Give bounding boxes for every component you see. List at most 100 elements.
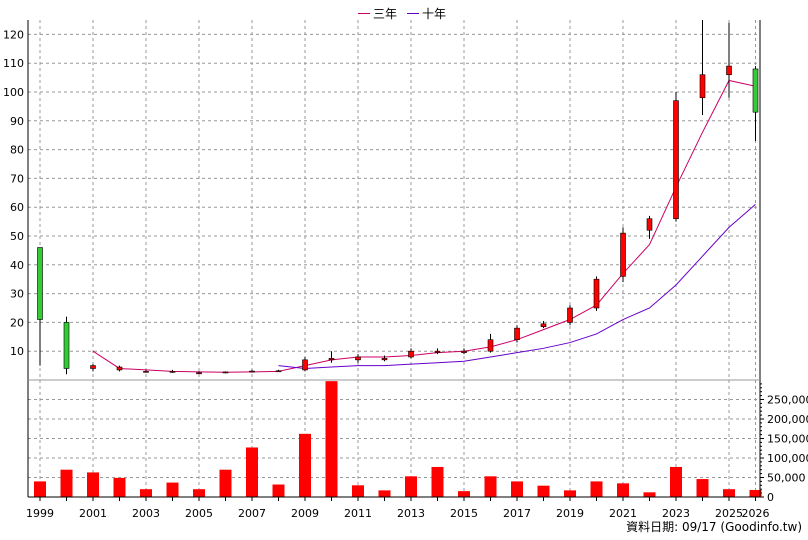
price-tick-label: 100 bbox=[3, 86, 24, 99]
volume-tick-label: 150,000 bbox=[767, 433, 808, 446]
volume-tick-label: 250,000 bbox=[767, 394, 808, 407]
candle-body bbox=[63, 322, 70, 369]
volume-bar bbox=[696, 479, 709, 497]
volume-bar bbox=[193, 489, 205, 497]
year-tick-label: 2011 bbox=[344, 507, 372, 520]
candle-body bbox=[408, 350, 414, 358]
volume-bar bbox=[749, 489, 762, 497]
volume-bar bbox=[511, 481, 523, 497]
candle-body bbox=[514, 327, 520, 340]
candle-body bbox=[567, 307, 573, 323]
volume-bar bbox=[299, 433, 311, 497]
candle-body bbox=[90, 365, 96, 369]
volume-bar bbox=[378, 490, 391, 497]
candle-body bbox=[169, 371, 176, 373]
year-tick-label: 2021 bbox=[609, 507, 637, 520]
year-tick-label: 2019 bbox=[556, 507, 584, 520]
volume-tick-label: 50,000 bbox=[767, 472, 806, 485]
price-tick-label: 120 bbox=[3, 28, 24, 41]
candle-body bbox=[116, 366, 123, 371]
candle-body bbox=[752, 68, 759, 113]
volume-bar bbox=[166, 482, 179, 497]
price-tick-label: 110 bbox=[3, 57, 24, 70]
volume-bars bbox=[34, 381, 762, 497]
candle-body bbox=[699, 74, 706, 99]
grid-lines bbox=[28, 20, 760, 498]
price-tick-label: 40 bbox=[10, 259, 24, 272]
legend-three-year-label: 三年 bbox=[373, 7, 398, 21]
price-tick-label: 70 bbox=[10, 172, 24, 185]
volume-bar bbox=[352, 485, 364, 497]
volume-tick-label: 200,000 bbox=[767, 413, 808, 426]
x-axis: 1999 2001 2003 2005 2007 2009 2011 2013 2015 2017… bbox=[26, 497, 770, 520]
year-tick-label: 2001 bbox=[79, 507, 107, 520]
year-tick-label: 2026 bbox=[742, 507, 770, 520]
price-tick-label: 30 bbox=[10, 288, 24, 301]
volume-bar bbox=[537, 485, 550, 497]
volume-tick-label: 100,000 bbox=[767, 452, 808, 465]
ten-year-line-swatch bbox=[407, 13, 420, 14]
price-tick-label: 80 bbox=[10, 144, 24, 157]
chart-frame bbox=[27, 20, 761, 498]
year-tick-label: 2025 bbox=[715, 507, 743, 520]
source-label: (Goodinfo.tw) bbox=[720, 520, 802, 534]
candle-body bbox=[37, 247, 43, 320]
three-year-ma-line bbox=[92, 79, 756, 373]
legend-three-year: 三年 bbox=[358, 5, 397, 22]
chart-footer: 資料日期: 09/17 (Goodinfo.tw) bbox=[626, 518, 802, 535]
volume-bar bbox=[272, 484, 285, 497]
volume-bar bbox=[617, 483, 629, 497]
volume-bar bbox=[590, 481, 603, 497]
year-tick-label: 2003 bbox=[132, 507, 160, 520]
volume-bar bbox=[60, 469, 73, 497]
year-tick-label: 2005 bbox=[185, 507, 213, 520]
candle-body bbox=[673, 100, 679, 220]
volume-bar bbox=[405, 476, 417, 497]
candle-body bbox=[434, 350, 441, 353]
chart-legend: 三年 十年 bbox=[358, 5, 446, 22]
volume-bar bbox=[87, 472, 99, 497]
volume-tick-label: 0 bbox=[767, 491, 774, 504]
candle-body bbox=[249, 370, 255, 373]
volume-bar bbox=[219, 469, 232, 497]
legend-ten-year-label: 十年 bbox=[422, 7, 447, 21]
candle-body bbox=[222, 371, 229, 374]
data-date-label: 資料日期: 09/17 bbox=[626, 520, 717, 534]
year-tick-label: 2023 bbox=[662, 507, 690, 520]
volume-bar bbox=[113, 477, 126, 497]
candle-body bbox=[381, 358, 388, 361]
volume-bar bbox=[643, 492, 656, 497]
year-tick-label: 2009 bbox=[291, 507, 319, 520]
three-year-line-swatch bbox=[358, 13, 370, 14]
volume-bar bbox=[458, 491, 470, 497]
legend-ten-year: 十年 bbox=[407, 5, 446, 22]
volume-bar bbox=[431, 466, 444, 497]
candle-body bbox=[196, 372, 202, 375]
volume-bar bbox=[246, 447, 258, 497]
volume-bar bbox=[140, 489, 152, 497]
candle-body bbox=[620, 232, 626, 277]
volume-bar bbox=[34, 481, 46, 497]
volume-axis: 0 50,000 100,000 150,000 200,000 250,000 bbox=[760, 383, 808, 504]
price-tick-label: 20 bbox=[10, 316, 24, 329]
year-tick-label: 2013 bbox=[397, 507, 425, 520]
candle-body bbox=[355, 356, 361, 361]
price-tick-label: 90 bbox=[10, 115, 24, 128]
candle-body bbox=[646, 218, 653, 231]
volume-bar bbox=[723, 489, 735, 497]
moving-average-lines bbox=[92, 79, 756, 373]
candle-body bbox=[461, 350, 467, 353]
price-candles bbox=[37, 20, 759, 375]
price-tick-label: 50 bbox=[10, 230, 24, 243]
volume-bar bbox=[484, 476, 497, 497]
candle-body bbox=[593, 278, 600, 309]
candle-body bbox=[726, 65, 732, 76]
candle-body bbox=[143, 371, 149, 373]
year-tick-label: 2015 bbox=[450, 507, 478, 520]
candle-body bbox=[328, 358, 335, 361]
candle-body bbox=[302, 359, 308, 371]
price-tick-label: 10 bbox=[10, 345, 24, 358]
ten-year-ma-line bbox=[278, 203, 756, 369]
year-tick-label: 2007 bbox=[238, 507, 266, 520]
